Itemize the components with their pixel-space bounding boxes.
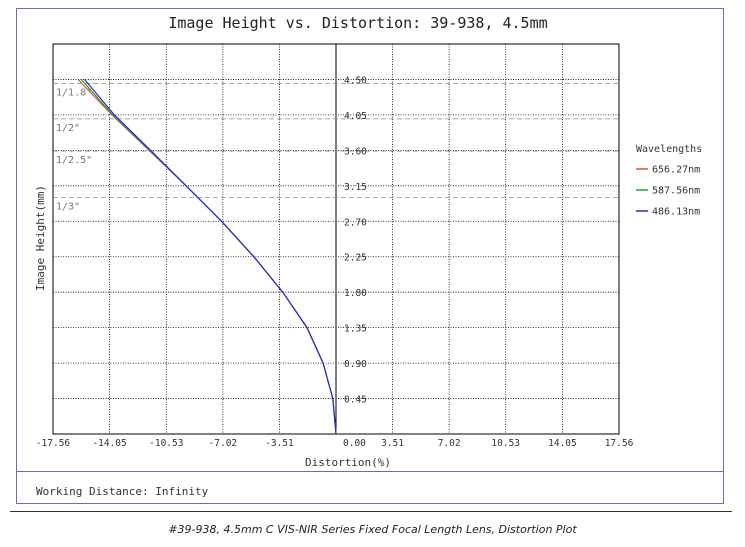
y-tick-label: 1.35 bbox=[344, 324, 367, 335]
y-tick-label: 0.45 bbox=[344, 395, 367, 406]
x-tick-label: 10.53 bbox=[491, 438, 520, 449]
grid bbox=[52, 43, 620, 435]
tick-labels: -17.56 -14.05 -10.53 -7.02 -3.51 0.00 3.51 7.02… bbox=[36, 75, 634, 449]
x-tick-label: 17.56 bbox=[605, 438, 634, 449]
x-tick-label: 14.05 bbox=[548, 438, 577, 449]
legend-label: 587.56nm bbox=[652, 186, 700, 197]
working-distance: Working Distance: Infinity bbox=[36, 485, 209, 498]
x-tick-label: 7.02 bbox=[438, 438, 461, 449]
sensor-format-lines: 1/1.8" 1/2" 1/2.5" 1/3" bbox=[53, 82, 619, 213]
chart-title: Image Height vs. Distortion: 39-938, 4.5… bbox=[168, 14, 547, 32]
sensor-format-label: 1/1.8" bbox=[56, 87, 92, 98]
distortion-chart: Image Height vs. Distortion: 39-938, 4.5… bbox=[34, 14, 702, 469]
y-tick-label: 4.50 bbox=[344, 75, 367, 86]
series-line bbox=[77, 79, 337, 435]
y-tick-label: 0.90 bbox=[344, 359, 367, 370]
sensor-format-label: 1/2.5" bbox=[56, 155, 92, 166]
x-tick-label: 0.00 bbox=[343, 438, 366, 449]
x-tick-label: 3.51 bbox=[381, 438, 404, 449]
y-tick-label: 3.15 bbox=[344, 182, 367, 193]
x-tick-label: -3.51 bbox=[265, 438, 294, 449]
y-tick-label: 2.25 bbox=[344, 253, 367, 264]
x-tick-label: -10.53 bbox=[149, 438, 183, 449]
y-tick-label: 2.70 bbox=[344, 217, 367, 228]
x-tick-label: -7.02 bbox=[209, 438, 238, 449]
x-axis-label: Distortion(%) bbox=[305, 456, 391, 469]
series-lines bbox=[77, 79, 337, 435]
legend-label: 486.13nm bbox=[652, 207, 700, 218]
y-tick-label: 4.05 bbox=[344, 111, 367, 122]
figure-caption: #39-938, 4.5mm C VIS-NIR Series Fixed Fo… bbox=[168, 523, 577, 536]
sensor-format-label: 1/3" bbox=[56, 202, 80, 213]
footer-divider bbox=[16, 471, 724, 472]
y-axis-label: Image Height(mm) bbox=[34, 185, 47, 291]
y-tick-label: 3.60 bbox=[344, 146, 367, 157]
x-tick-label: -17.56 bbox=[36, 438, 71, 449]
legend-label: 656.27nm bbox=[652, 165, 700, 176]
y-tick-label: 1.80 bbox=[344, 288, 367, 299]
legend-title: Wavelengths bbox=[636, 144, 702, 155]
plot-frame bbox=[16, 8, 724, 504]
series-line bbox=[84, 79, 337, 435]
sensor-format-label: 1/2" bbox=[56, 123, 80, 134]
legend: 656.27nm 587.56nm 486.13nm bbox=[636, 165, 700, 218]
caption-rule bbox=[10, 511, 732, 512]
x-tick-label: -14.05 bbox=[92, 438, 126, 449]
